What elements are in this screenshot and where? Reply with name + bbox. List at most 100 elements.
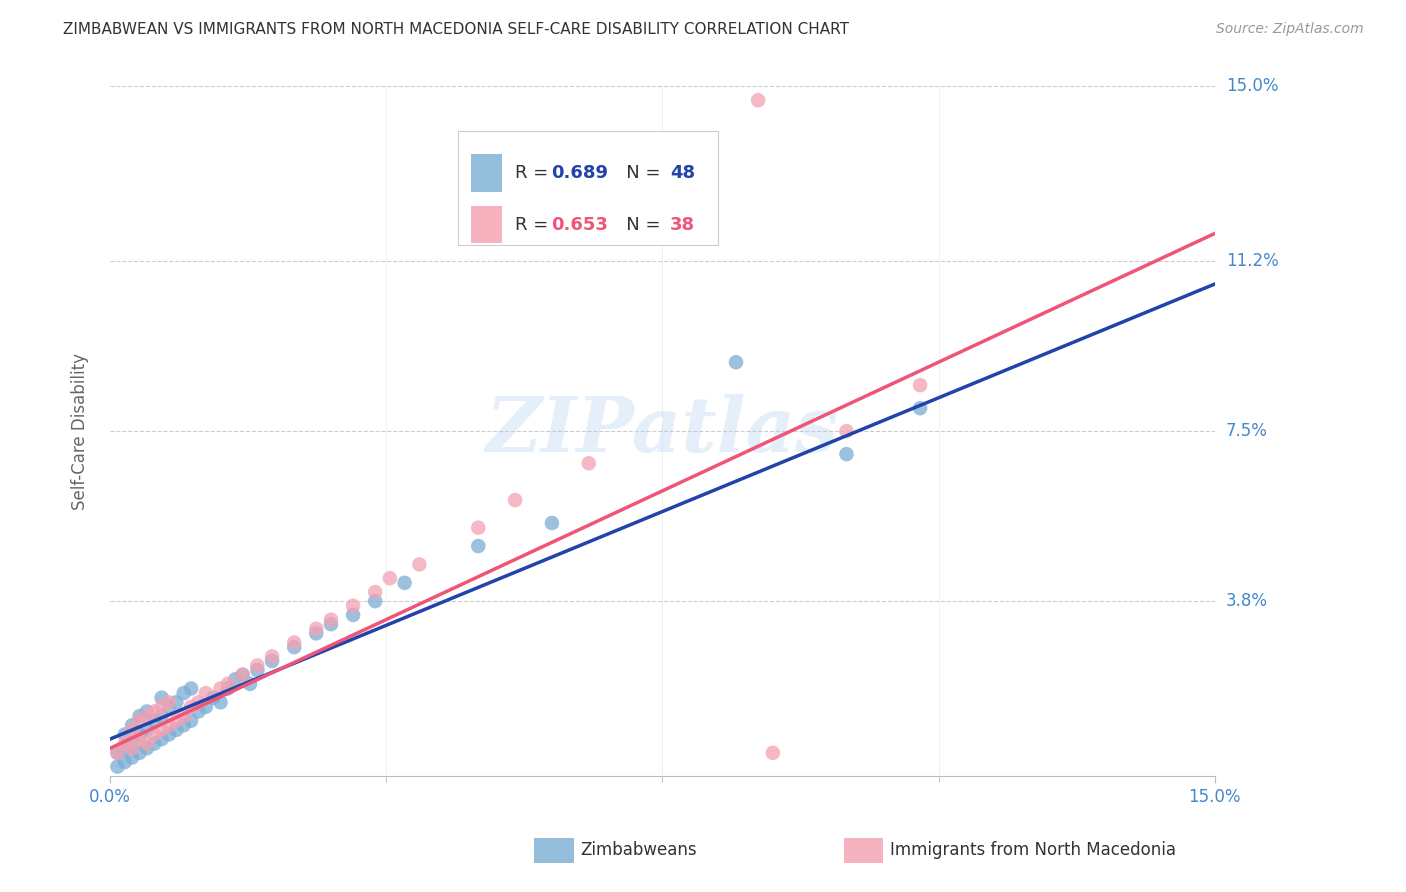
Point [121,718,143,732]
Point [150,732,173,747]
Point [394,575,416,590]
Point [283,640,305,655]
Text: N =: N = [609,164,666,182]
Point [239,677,262,691]
Point [224,673,246,687]
Point [283,635,305,649]
Text: 11.2%: 11.2% [1226,252,1278,270]
Text: 38: 38 [671,216,695,234]
Point [114,727,136,741]
Text: 0.653: 0.653 [551,216,607,234]
Point [232,667,254,681]
Point [165,723,187,737]
Point [157,699,180,714]
Point [262,654,284,668]
Text: R =: R = [516,216,554,234]
Text: Zimbabweans: Zimbabweans [581,841,697,859]
Point [305,626,328,640]
Point [194,699,217,714]
Point [246,658,269,673]
Point [150,709,173,723]
Point [467,539,489,553]
Point [114,737,136,751]
Point [135,737,157,751]
Text: ZIPatlas: ZIPatlas [486,394,839,468]
Bar [471,205,502,244]
Point [143,737,166,751]
Text: 7.5%: 7.5% [1226,422,1268,440]
Text: ZIMBABWEAN VS IMMIGRANTS FROM NORTH MACEDONIA SELF-CARE DISABILITY CORRELATION C: ZIMBABWEAN VS IMMIGRANTS FROM NORTH MACE… [63,22,849,37]
Point [187,695,209,709]
Point [121,723,143,737]
Point [180,681,202,696]
Point [180,699,202,714]
Point [128,746,150,760]
Point [908,401,931,416]
Point [143,714,166,728]
Point [114,741,136,756]
Point [217,677,239,691]
Text: N =: N = [609,216,666,234]
Point [135,741,157,756]
Point [209,695,232,709]
Point [194,686,217,700]
Text: 0.689: 0.689 [551,164,607,182]
Point [150,690,173,705]
Point [762,746,785,760]
Point [135,723,157,737]
Point [364,594,387,608]
Point [747,93,769,107]
Point [232,667,254,681]
Point [128,714,150,728]
Bar [471,154,502,193]
Point [173,718,195,732]
Point [128,727,150,741]
Point [541,516,564,530]
Point [121,741,143,756]
Point [165,695,187,709]
Point [150,699,173,714]
Point [143,727,166,741]
Point [121,737,143,751]
Point [319,617,342,632]
Text: Source: ZipAtlas.com: Source: ZipAtlas.com [1216,22,1364,37]
Text: R =: R = [516,164,554,182]
Point [157,718,180,732]
Point [157,695,180,709]
Point [724,355,747,369]
Point [165,714,187,728]
Point [342,599,364,613]
Point [467,521,489,535]
Point [217,681,239,696]
Text: 15.0%: 15.0% [1226,78,1278,95]
Point [262,649,284,664]
Point [173,709,195,723]
Point [342,607,364,622]
Point [246,663,269,677]
Point [143,705,166,719]
Point [209,681,232,696]
Point [107,746,129,760]
Point [157,727,180,741]
Point [107,746,129,760]
Point [173,686,195,700]
Text: 3.8%: 3.8% [1226,592,1268,610]
Point [305,622,328,636]
Point [364,585,387,599]
Point [114,755,136,769]
Point [128,709,150,723]
Point [378,571,401,585]
Point [408,558,430,572]
Point [180,714,202,728]
Point [835,447,858,461]
Point [835,424,858,438]
Point [319,613,342,627]
Point [578,456,600,470]
Point [135,709,157,723]
Text: Immigrants from North Macedonia: Immigrants from North Macedonia [890,841,1175,859]
Point [107,759,129,773]
Point [202,690,225,705]
Point [187,705,209,719]
Point [128,732,150,747]
Point [150,723,173,737]
